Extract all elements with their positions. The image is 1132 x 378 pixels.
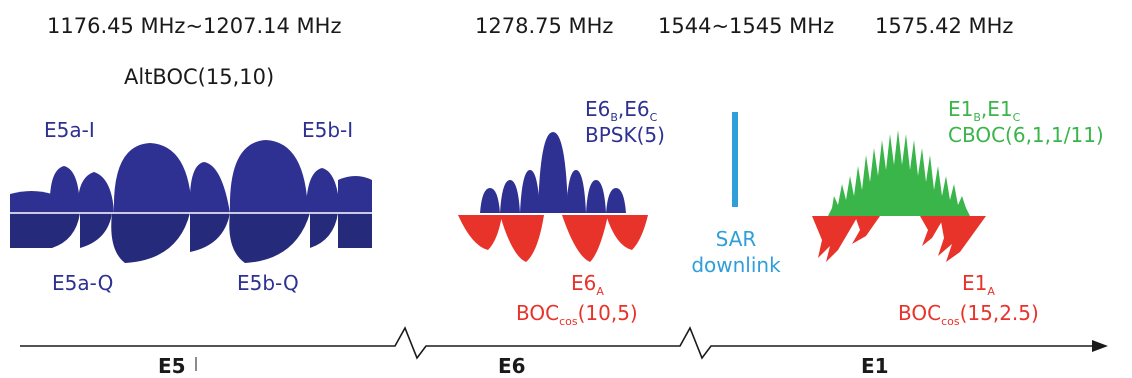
- e6-a-modulation: BOCcos(10,5): [516, 301, 638, 328]
- e1-a-lobe: [852, 216, 880, 244]
- e1-bc-spectrum-fill: [828, 130, 970, 216]
- axis-arrow-head: [1092, 340, 1108, 352]
- e1-bc-label: E1B,E1C: [948, 97, 1021, 124]
- e6-bc-modulation: BPSK(5): [585, 123, 665, 147]
- e5-q-lobe: [229, 213, 310, 263]
- e5a-q-label: E5a-Q: [52, 271, 113, 295]
- e1-a-label: E1A: [962, 271, 995, 298]
- e5-q-lobe: [111, 213, 190, 263]
- e5-q-spectrum: [10, 213, 372, 263]
- sar-downlink-bar: [732, 112, 738, 207]
- e5-q-lobe: [80, 213, 112, 248]
- e5-modulation-label: AltBOC(15,10): [124, 65, 274, 89]
- e5a-i-label: E5a-I: [44, 118, 95, 142]
- freq-sar: 1544~1545 MHz: [658, 14, 834, 38]
- e1-bc-modulation: CBOC(6,1,1/11): [948, 123, 1104, 147]
- sar-label-line2: downlink: [691, 253, 781, 277]
- freq-e6: 1278.75 MHz: [475, 14, 613, 38]
- e6-a-lobe: [562, 215, 608, 262]
- e6-bc-lobe: [520, 170, 540, 213]
- e6-a-label: E6A: [571, 271, 604, 298]
- e5-i-lobe: [189, 162, 230, 213]
- e1-bc-spectrum: [828, 130, 970, 216]
- e6-a-lobe: [500, 215, 544, 262]
- freq-e1: 1575.42 MHz: [875, 14, 1013, 38]
- e6-bc-spectrum: [480, 132, 626, 213]
- e5-q-lobe: [10, 213, 52, 248]
- e5-i-lobe: [10, 191, 52, 213]
- e6-a-lobe: [606, 215, 648, 250]
- e5-q-lobe: [190, 213, 230, 252]
- e6-bc-lobe: [566, 170, 586, 213]
- e1-a-spectrum: [812, 216, 986, 262]
- e1-a-modulation: BOCcos(15,2.5): [898, 301, 1039, 328]
- axis-label-e5: E5: [158, 354, 186, 378]
- e5-i-lobe: [77, 172, 114, 213]
- freq-e5: 1176.45 MHz~1207.14 MHz: [47, 14, 342, 38]
- e6-bc-lobe: [500, 180, 520, 213]
- e5-q-lobe: [52, 213, 80, 248]
- e5-i-lobe: [49, 166, 80, 213]
- axis-label-e1: E1: [861, 354, 889, 378]
- e6-bc-lobe: [586, 180, 606, 213]
- e1-a-lobe: [812, 216, 858, 262]
- e6-bc-lobe: [480, 188, 500, 213]
- sar-label-line1: SAR: [716, 227, 757, 251]
- e5-i-lobe: [338, 176, 372, 213]
- e5-i-lobe: [306, 168, 340, 213]
- e5-i-lobe: [113, 143, 192, 213]
- e6-a-lobe: [458, 215, 502, 250]
- e5-q-lobe: [338, 213, 372, 248]
- e5-i-spectrum: [10, 140, 372, 213]
- axis-label-e6: E6: [498, 354, 526, 378]
- e6-bc-label: E6B,E6C: [585, 97, 658, 124]
- e5-i-lobe: [229, 140, 308, 213]
- e6-bc-lobe: [606, 188, 626, 213]
- e6-a-spectrum: [458, 215, 648, 262]
- e5b-i-label: E5b-I: [302, 118, 353, 142]
- e5-q-lobe: [310, 213, 338, 248]
- e1-a-lobe: [920, 216, 945, 246]
- e1-a-lobe: [938, 216, 986, 262]
- frequency-axis: [20, 326, 1100, 360]
- e5b-q-label: E5b-Q: [237, 271, 299, 295]
- axis-segment-1: [20, 326, 1100, 360]
- e6-bc-lobe: [538, 132, 568, 213]
